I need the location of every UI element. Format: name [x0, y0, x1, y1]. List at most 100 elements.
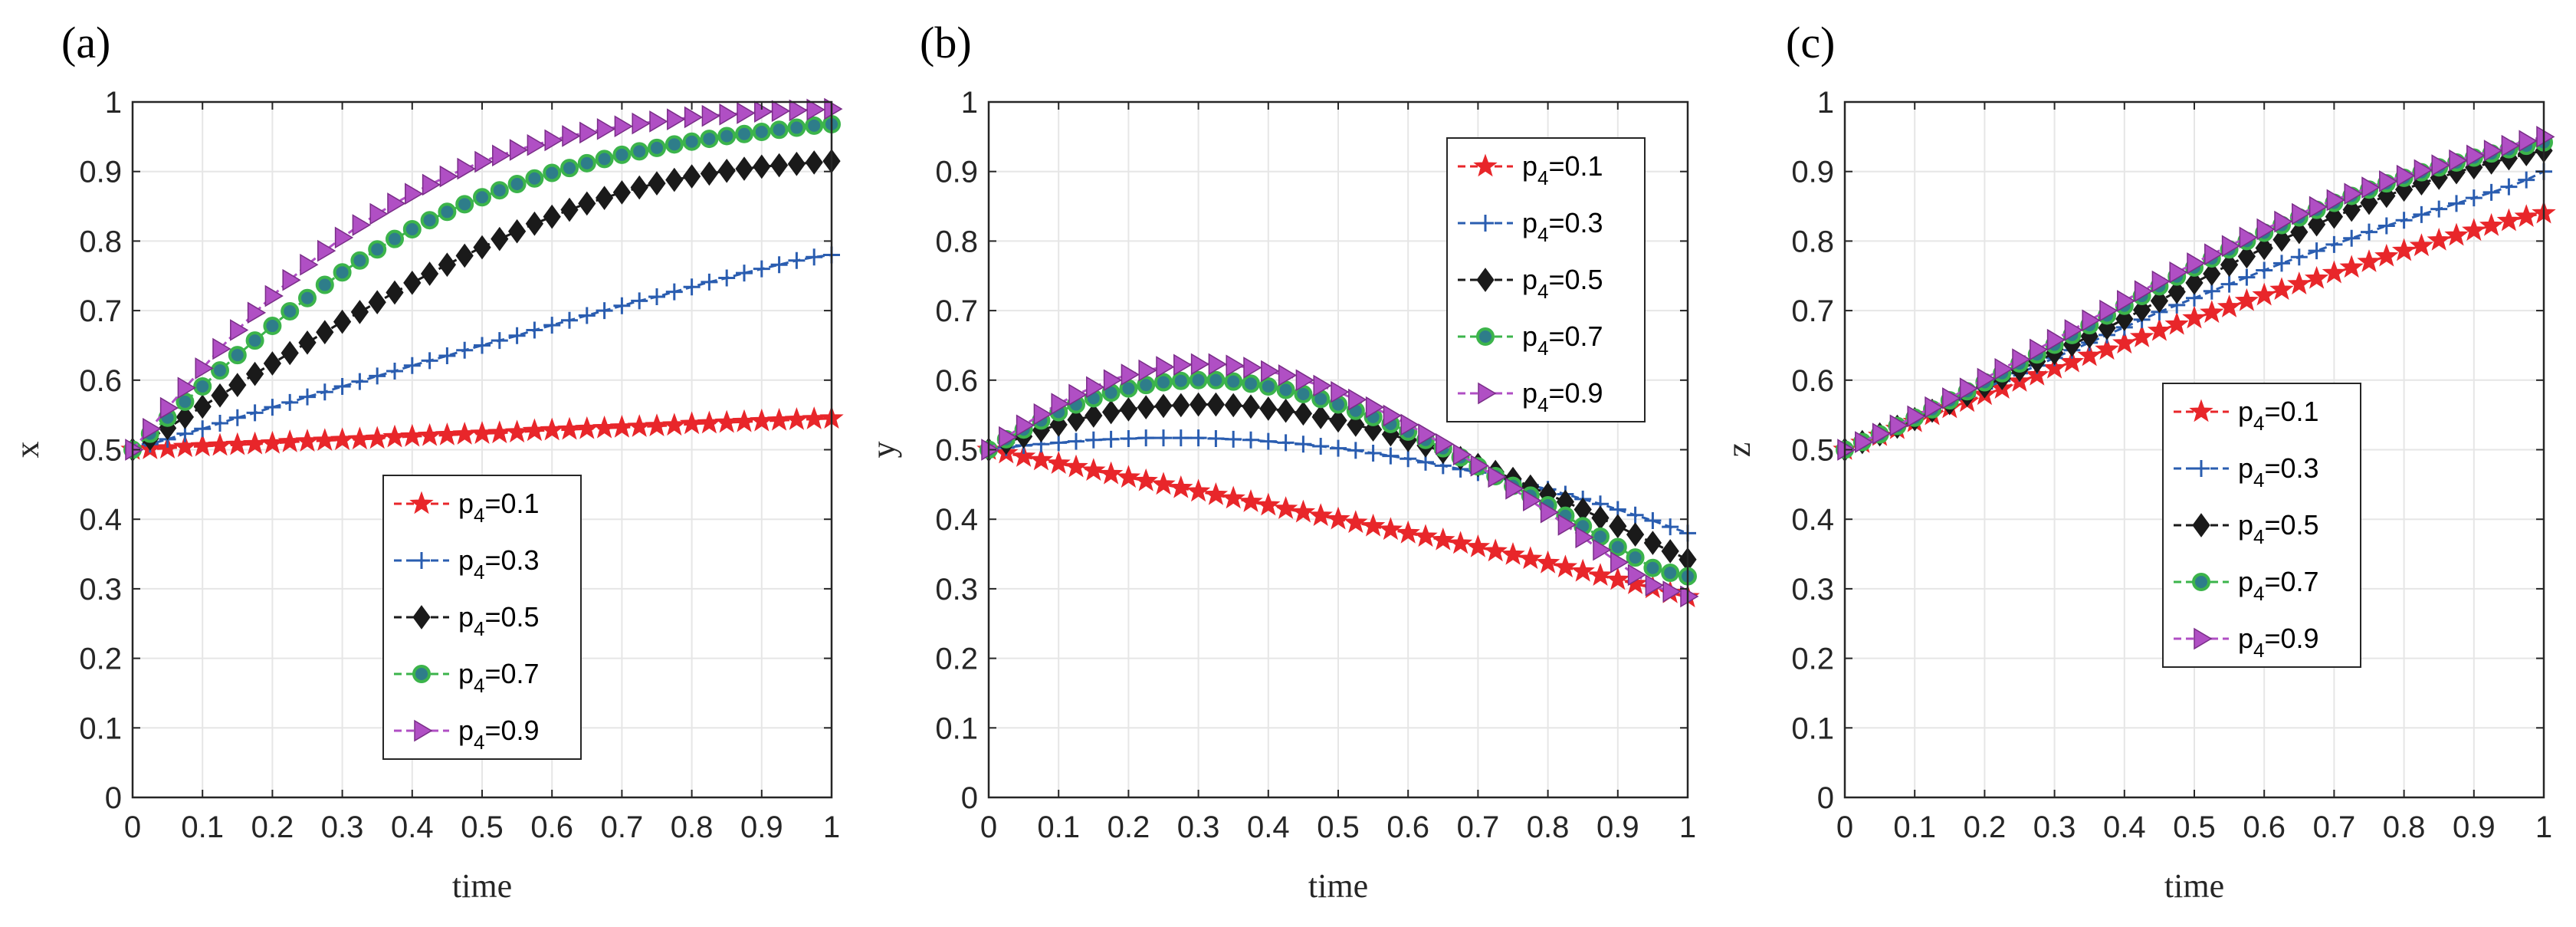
data-point: [298, 288, 317, 307]
data-point: [402, 219, 422, 238]
legend-entry-p4=0.7: p4=0.7: [1458, 321, 1603, 360]
data-point: [1190, 353, 1210, 376]
data-point: [2413, 205, 2430, 223]
data-point: [665, 167, 684, 192]
data-point: [2339, 255, 2364, 278]
data-point: [491, 226, 509, 251]
legend-label: p4=0.1: [2238, 396, 2319, 435]
panel-label: (c): [1786, 18, 1835, 67]
data-point: [2325, 235, 2343, 253]
y-axis-label: z: [1720, 442, 1757, 458]
data-point: [159, 396, 179, 419]
data-point: [561, 311, 578, 329]
y-tick-label: 0.3: [1791, 573, 1834, 606]
data-point: [1242, 374, 1260, 393]
data-point: [1259, 432, 1277, 450]
data-point: [1137, 376, 1156, 395]
data-point: [1086, 376, 1105, 399]
x-tick-label: 0.6: [530, 810, 573, 844]
data-point: [1465, 534, 1491, 557]
data-point: [1291, 499, 1316, 523]
data-point: [2496, 208, 2522, 232]
legend-entry-p4=0.5: p4=0.5: [1458, 264, 1603, 303]
panel-label: (a): [61, 18, 110, 67]
legend-label: p4=0.1: [1522, 150, 1603, 189]
data-point: [1224, 372, 1243, 391]
data-point: [1278, 364, 1298, 386]
data-point: [2431, 154, 2450, 176]
data-point: [212, 415, 228, 432]
data-point: [1085, 403, 1103, 428]
data-point: [736, 265, 753, 282]
data-point: [193, 376, 212, 396]
data-point: [770, 153, 789, 178]
data-point: [1436, 432, 1455, 455]
data-point: [1033, 403, 1052, 426]
data-point: [2273, 255, 2290, 272]
legend-label: p4=0.1: [458, 488, 540, 527]
data-point: [1644, 512, 1662, 530]
data-point: [1661, 539, 1679, 564]
data-point: [422, 173, 441, 196]
data-point: [1067, 407, 1085, 432]
data-point: [1994, 357, 2013, 380]
data-point: [1050, 434, 1068, 452]
data-point: [2274, 210, 2293, 233]
data-point: [1308, 503, 1333, 526]
y-tick-label: 0.7: [79, 294, 122, 328]
data-point: [176, 405, 195, 429]
data-point: [614, 115, 633, 138]
data-point: [1259, 396, 1278, 421]
data-point: [1418, 423, 1437, 445]
data-point: [2444, 222, 2469, 246]
data-point: [386, 229, 404, 248]
data-point: [1156, 356, 1175, 378]
data-point: [1242, 431, 1259, 449]
data-point: [2255, 235, 2273, 261]
x-axis-label: time: [2164, 867, 2224, 905]
data-point: [560, 197, 579, 222]
data-point: [369, 367, 386, 385]
data-point: [631, 292, 648, 310]
data-point: [316, 383, 333, 401]
data-point: [263, 351, 282, 376]
data-point: [264, 284, 284, 307]
data-point: [230, 319, 249, 341]
data-point: [2252, 282, 2276, 306]
data-point: [2169, 261, 2188, 284]
data-point: [2501, 134, 2520, 157]
data-point: [1661, 564, 1680, 583]
data-point: [334, 226, 354, 249]
data-point: [368, 240, 387, 259]
data-point: [2150, 288, 2169, 314]
legend-marker: [1476, 327, 1495, 346]
data-point: [351, 373, 369, 390]
y-tick-label: 0.9: [935, 156, 978, 189]
data-point: [665, 283, 683, 301]
data-point: [315, 275, 334, 294]
data-point: [492, 144, 511, 167]
data-point: [403, 357, 421, 374]
data-point: [1400, 413, 1419, 436]
data-point: [438, 202, 457, 222]
data-point: [228, 346, 247, 365]
data-point: [333, 263, 352, 282]
data-point: [194, 420, 212, 438]
data-point: [2427, 228, 2451, 251]
data-point: [143, 417, 162, 440]
y-tick-label: 1: [961, 86, 978, 120]
data-point: [770, 120, 789, 140]
y-tick-label: 0.3: [79, 573, 122, 606]
data-point: [1120, 429, 1137, 447]
x-tick-label: 0.9: [740, 810, 783, 844]
legend-label: p4=0.7: [2238, 566, 2319, 605]
data-point: [386, 280, 404, 305]
data-point: [2466, 144, 2486, 167]
y-tick-label: 0.5: [935, 434, 978, 468]
data-point: [2514, 204, 2538, 227]
data-point: [1626, 522, 1645, 547]
data-point: [562, 125, 581, 147]
x-tick-label: 0.9: [2453, 810, 2496, 844]
legend-entry-p4=0.3: p4=0.3: [394, 544, 540, 583]
y-tick-label: 0.1: [1791, 712, 1834, 745]
